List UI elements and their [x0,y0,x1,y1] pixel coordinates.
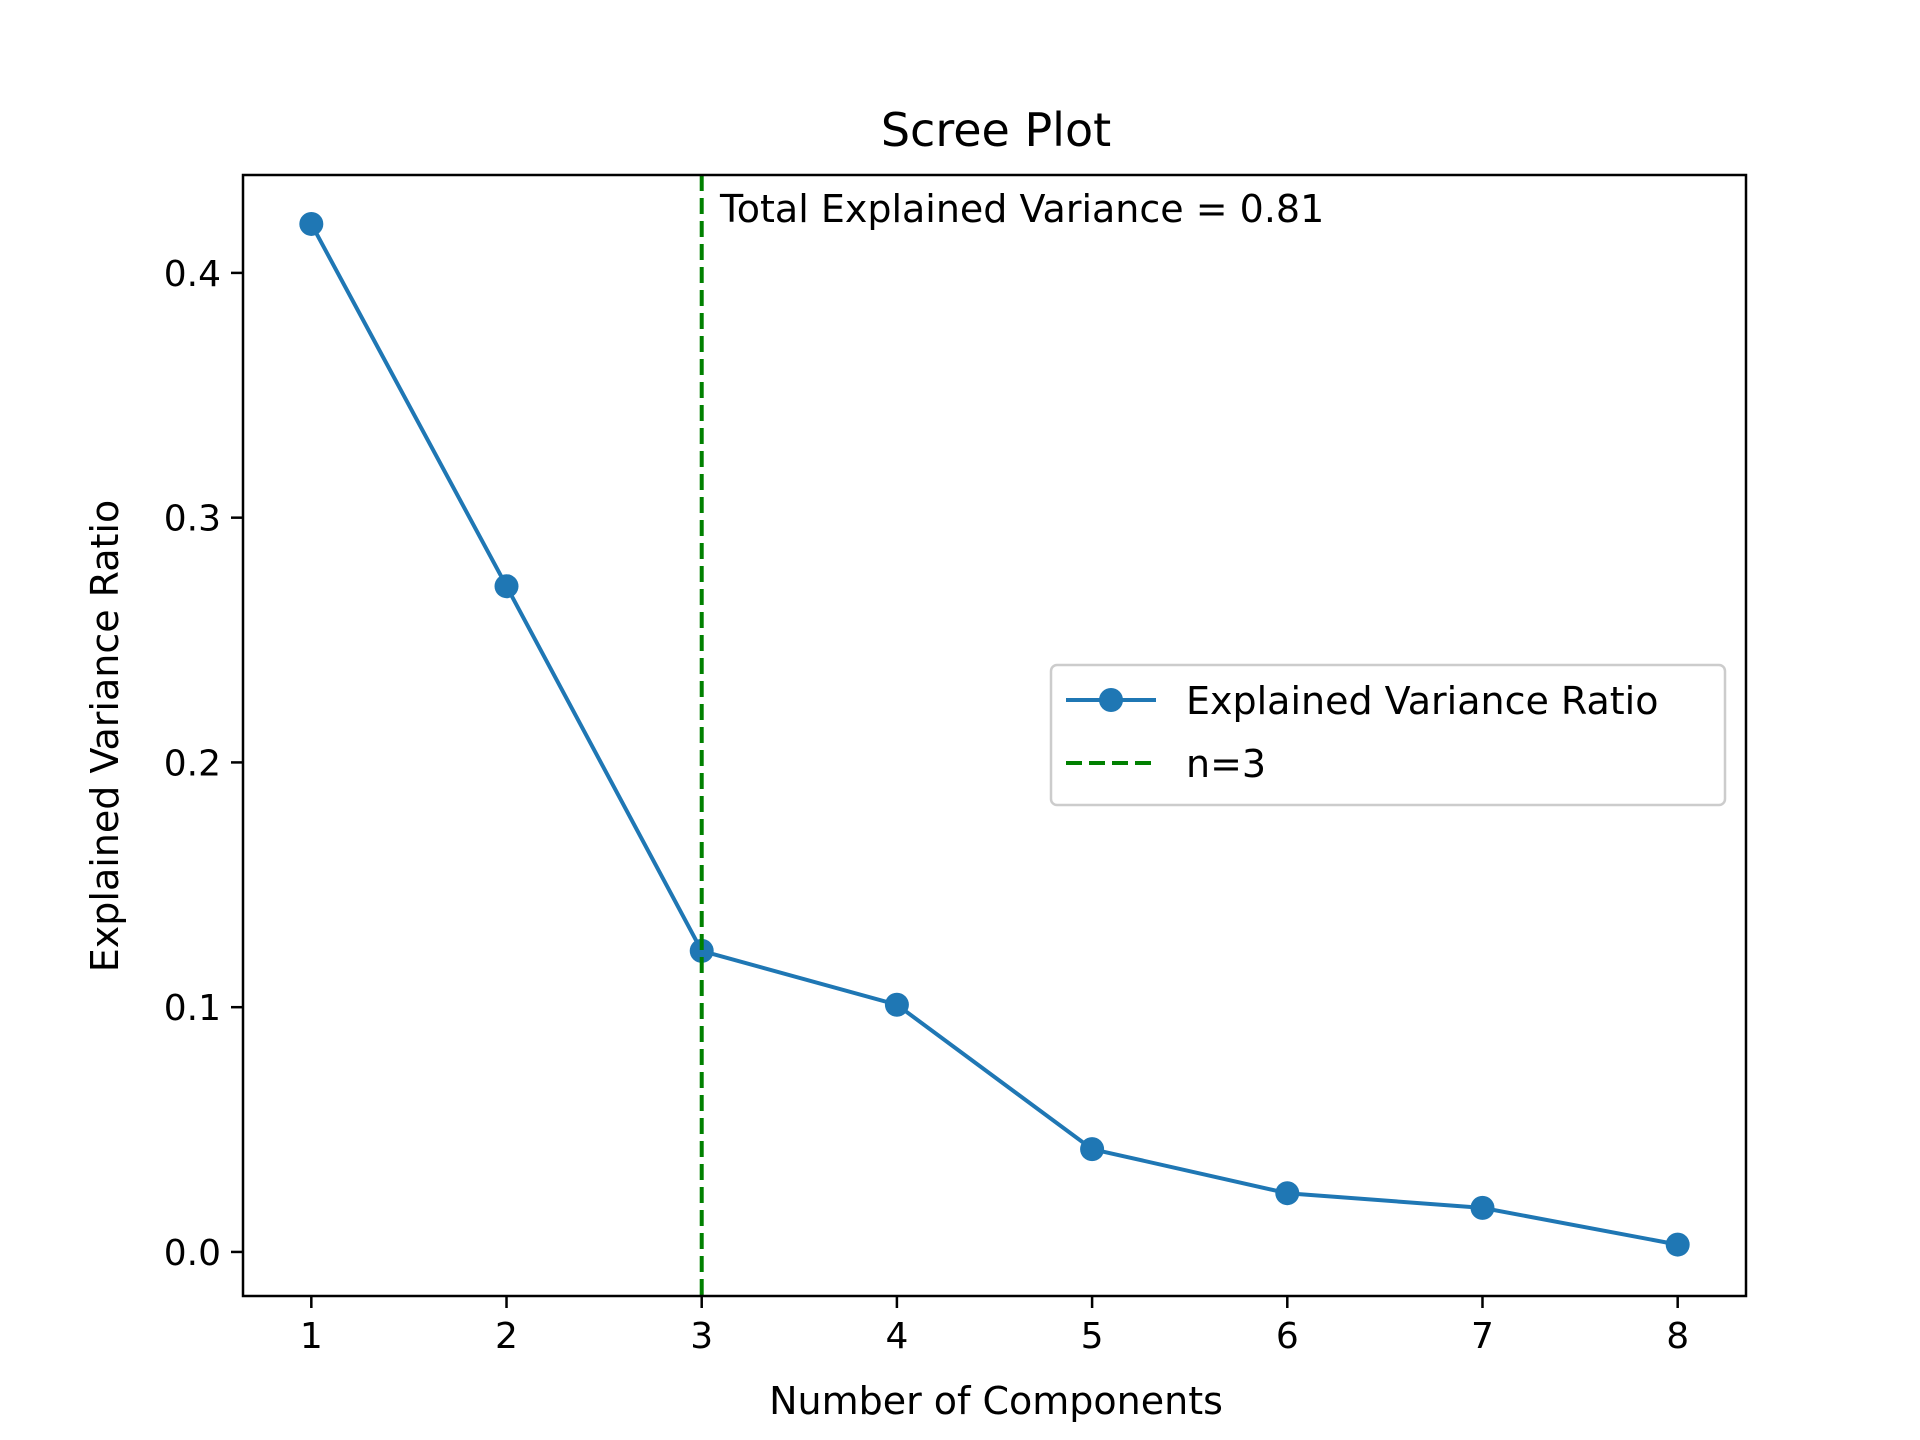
data-point [884,992,909,1017]
data-point [1665,1232,1690,1257]
data-point [1470,1195,1495,1220]
y-axis-label: Explained Variance Ratio [83,500,127,972]
plot-frame [241,173,1748,1298]
legend-marker-explained-variance [1099,688,1123,712]
data-point [1275,1181,1300,1206]
data-point [494,574,519,599]
x-tick-label: 5 [1081,1316,1104,1357]
x-tick-label: 1 [300,1316,323,1357]
legend-box [1049,663,1727,807]
y-tick-label: 0.1 [164,988,221,1029]
x-tick-label: 6 [1276,1316,1299,1357]
x-tick-label: 8 [1666,1316,1689,1357]
x-axis-label: Number of Components [769,1379,1223,1423]
x-tick-label: 3 [690,1316,713,1357]
y-tick-label: 0.0 [164,1233,221,1274]
series-line [309,223,1679,1247]
legend: Explained Variance Ratio n=3 [1049,663,1727,807]
legend-label-explained-variance: Explained Variance Ratio [1186,679,1658,723]
data-point [299,211,324,236]
x-tick-label: 7 [1471,1316,1494,1357]
x-tick-label: 4 [885,1316,908,1357]
data-point [689,938,714,963]
legend-label-n3: n=3 [1186,742,1266,786]
x-axis-ticks: 1 2 3 4 5 6 7 8 [300,1296,1689,1357]
y-axis-ticks: 0.0 0.1 0.2 0.3 0.4 [164,254,243,1274]
x-tick-label: 2 [495,1316,518,1357]
total-variance-annotation: Total Explained Variance = 0.81 [719,187,1324,231]
y-tick-label: 0.3 [164,499,221,540]
plot-area [299,175,1690,1296]
data-point [1080,1137,1105,1162]
chart-title: Scree Plot [881,103,1111,157]
y-tick-label: 0.2 [164,743,221,784]
y-tick-label: 0.4 [164,254,221,295]
